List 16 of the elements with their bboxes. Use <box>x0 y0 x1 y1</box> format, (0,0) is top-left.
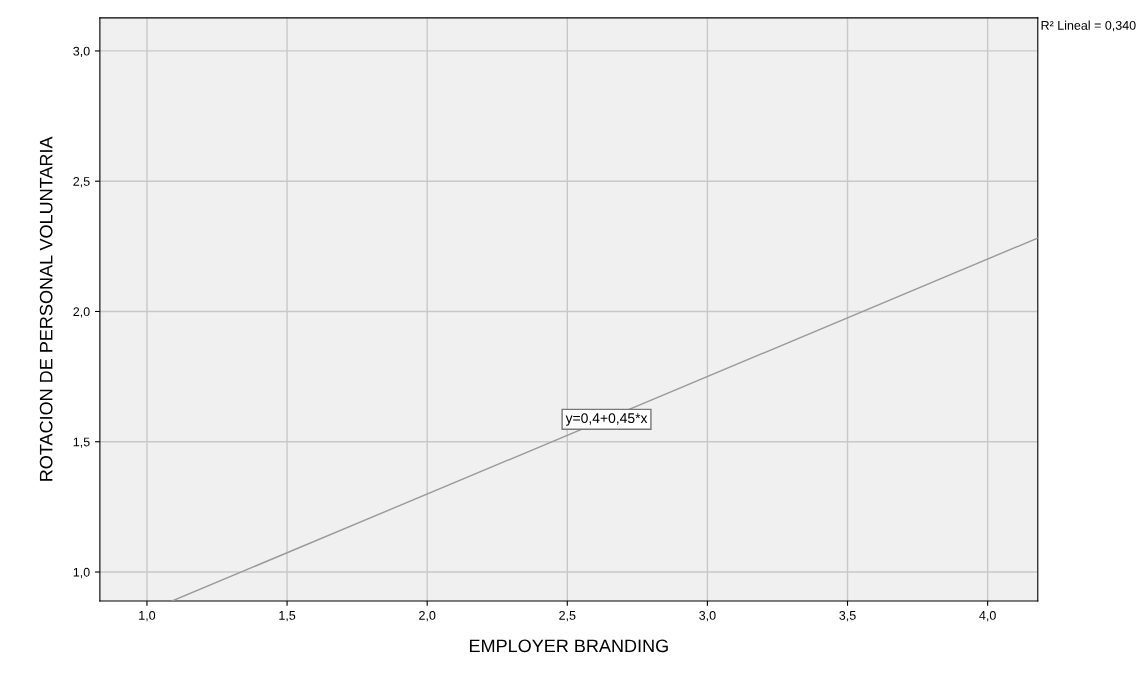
y-tick-label: 2,5 <box>73 177 90 188</box>
y-tick-label: 2,0 <box>73 307 90 318</box>
text: R² Lineal = 0,340 <box>1041 20 1136 32</box>
x-tick-label: 3,0 <box>699 610 716 622</box>
x-axis-title: EMPLOYER BRANDING <box>469 639 668 653</box>
x-tick-label: 2,0 <box>419 610 436 622</box>
y-tick-label: 1,5 <box>73 437 90 448</box>
y-axis-title: ROTACION DE PERSONAL VOLUNTARIA <box>39 136 53 481</box>
x-tick-label: 1,0 <box>139 610 156 622</box>
x-tick-label: 4,0 <box>979 610 996 622</box>
annotation: y=0,4+0,45*x <box>565 413 648 426</box>
y-tick-label: 3,0 <box>73 46 90 58</box>
x-tick-label: 1,5 <box>279 611 296 622</box>
y-tick-label: 1,0 <box>73 567 90 579</box>
x-tick-label: 2,5 <box>559 610 576 622</box>
x-tick-label: 3,5 <box>839 610 856 622</box>
